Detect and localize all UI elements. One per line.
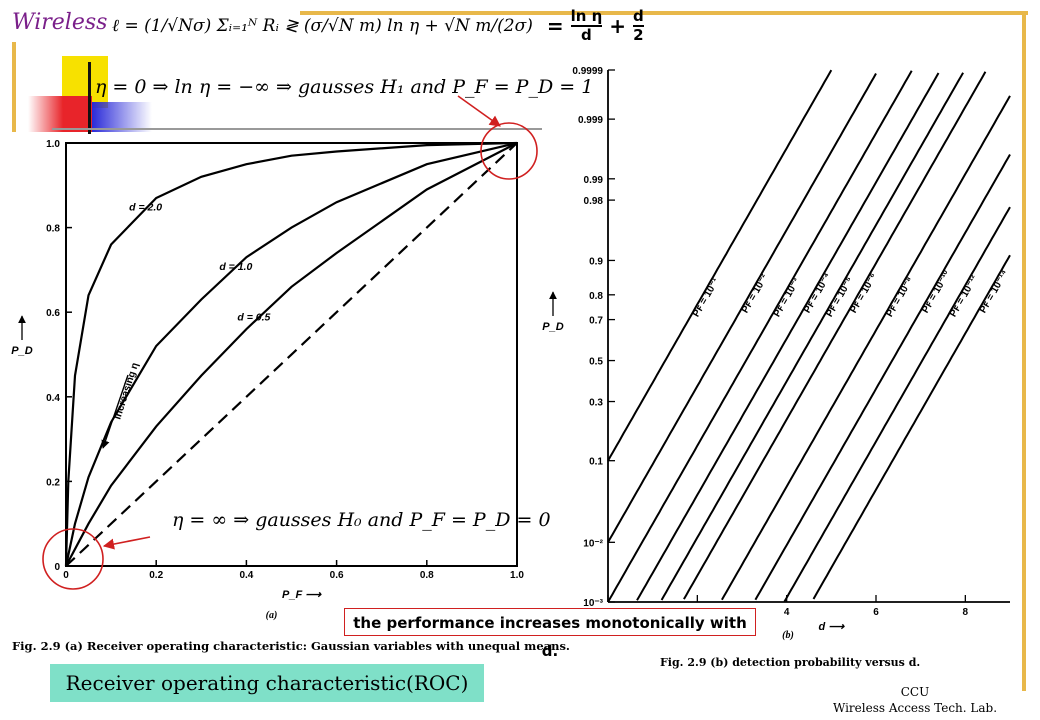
det-y-tick-label: 0.7 [589,316,603,327]
det-line-label: Pꜰ = 10⁻⁸ [884,275,916,319]
footer: CCU Wireless Access Tech. Lab. [820,684,1010,716]
roc-y-tick-label: 0.8 [46,224,60,235]
decor-blue-bar [92,102,152,132]
roc-increasing-label: Increasing η [112,362,141,421]
det-y-tick-label: 0.1 [589,457,603,468]
det-line-pf-1 [607,73,877,543]
decor-red-bar [28,96,92,132]
slide-frame-left [12,42,16,132]
roc-x-tick-label: 0.6 [330,570,344,581]
det-y-tick-label: 0.5 [589,357,603,368]
highlight-circle-origin [42,528,104,590]
performance-note: the performance increases monotonically … [344,608,756,660]
slide-title: Wireless [12,10,108,35]
roc-chance-line [65,142,518,567]
det-line-label: Pꜰ = 10⁻⁶ [848,272,879,316]
footer-org: CCU [900,685,930,699]
highlight-arrow-top [457,95,501,127]
highlight-arrow-bottom [102,536,151,550]
det-y-tick-label: 0.99 [584,175,604,186]
roc-y-tick-label: 0.6 [46,308,60,319]
roc-curve-d-2 [64,141,518,567]
det-x-tick-label: 6 [873,607,879,618]
equation-rhs-d: d [632,7,644,27]
det-line-pf-5 [683,71,987,600]
roc-plot-frame [65,142,518,567]
det-line-label: Pꜰ = 10⁻¹⁴ [978,268,1011,315]
det-y-axis-label: P_D [542,321,563,333]
det-line-label: Pꜰ = 10⁻² [740,272,771,315]
roc-y-tick-label: 1.0 [46,139,60,150]
roc-panel-label: (a) [266,610,278,621]
det-line-pf-7 [754,154,1011,601]
det-line-pf-8 [783,206,1011,603]
det-panel-label: (b) [782,630,794,641]
equation-eta-zero: η = 0 ⇒ ln η = −∞ ⇒ gausses H₁ and P_F =… [95,76,594,98]
roc-curve-d-0-5 [65,142,518,567]
roc-x-tick-label: 0.2 [149,570,163,581]
roc-series-label: d = 2.0 [129,202,162,214]
det-line-pf-4 [660,72,964,601]
det-x-axis-label: d ⟶ [819,621,846,633]
det-y-tick-label: 10⁻³ [583,598,603,609]
det-x-tick-label: 8 [963,607,969,618]
roc-series-label: d = 0.5 [237,312,270,324]
det-line-label: Pꜰ = 10⁻¹ [691,276,722,319]
det-y-tick-label: 0.9999 [572,66,603,77]
figure-caption-b: Fig. 2.9 (b) detection probability versu… [660,656,921,669]
det-y-tick-label: 0.8 [589,291,603,302]
roc-y-tick-label: 0 [54,562,60,573]
equation-ratio-test: ℓ = (1/√Nσ) Σᵢ₌₁ᴺ Rᵢ ≷ (σ/√N m) ln η + √… [112,16,533,36]
det-line-pf-6 [721,95,1011,601]
equation-rhs-two: 2 [633,26,644,44]
highlight-circle-top-right [480,122,538,180]
det-line-pf-9 [812,254,1011,600]
roc-x-tick-label: 0.8 [420,570,434,581]
equation-eta-infinity: η = ∞ ⇒ gausses H₀ and P_F = P_D = 0 [172,509,551,531]
decor-vertical-line [88,62,91,134]
det-y-tick-label: 0.98 [584,196,604,207]
roc-x-tick-label: 1.0 [510,570,524,581]
roc-y-tick-label: 0.4 [46,393,60,404]
decor-horizontal-line [52,128,542,130]
det-line-pf-0 [607,69,833,462]
det-x-tick-label: 4 [784,607,790,618]
roc-x-axis-label: P_F ⟶ [282,589,322,601]
roc-label-box: Receiver operating characteristic(ROC) [50,664,484,702]
slide-frame-right [1022,11,1026,691]
roc-y-axis-label: P_D [11,345,32,357]
det-y-tick-label: 0.3 [589,398,603,409]
equation-likelihood-ratio: ℓ = (1/√Nσ) Σᵢ₌₁ᴺ Rᵢ ≷ (σ/√N m) ln η + √… [112,7,644,44]
footer-lab: Wireless Access Tech. Lab. [832,701,998,715]
roc-series-label: d = 1.0 [219,261,252,273]
roc-x-tick-label: 0.4 [239,570,253,581]
det-line-pf-2 [607,70,913,603]
roc-increasing-arrow [101,374,129,449]
det-y-tick-label: 10⁻² [583,538,603,549]
det-line-label: Pꜰ = 10⁻¹⁰ [920,269,953,315]
roc-y-tick-label: 0.2 [46,477,60,488]
figure-caption-a: Fig. 2.9 (a) Receiver operating characte… [12,639,570,653]
det-line-label: Pꜰ = 10⁻¹² [948,273,981,319]
equation-rhs-d-den: d [581,26,592,44]
slide-frame-top [300,11,1028,15]
det-line-pf-3 [636,72,940,601]
det-y-tick-label: 0.999 [578,115,603,126]
det-y-tick-label: 0.9 [589,256,603,267]
equation-rhs-ln-eta: ln η [570,7,603,27]
roc-curve-d-1 [64,141,518,567]
roc-x-tick-label: 0 [63,570,69,581]
det-line-label: Pꜰ = 10⁻³ [772,276,803,319]
